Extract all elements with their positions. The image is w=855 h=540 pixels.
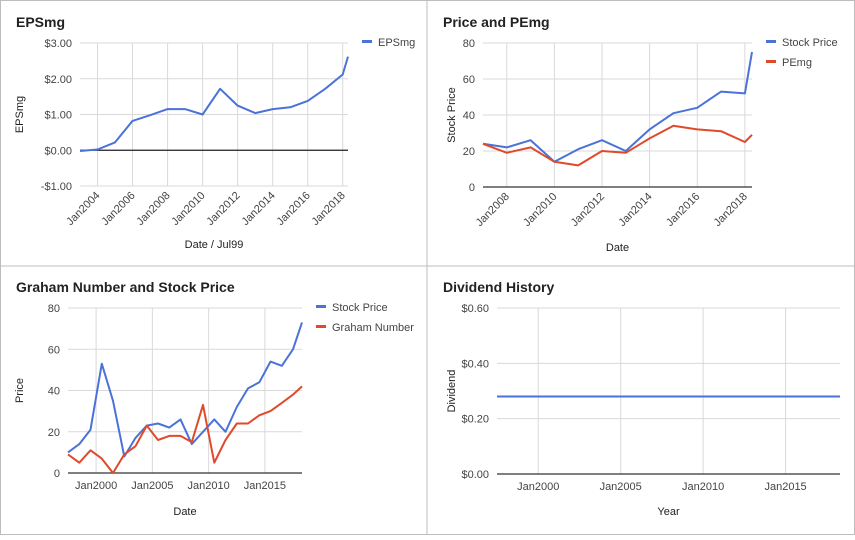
legend-label: Stock Price [782,37,838,49]
x-tick-label: Jan2004 [64,190,102,228]
x-axis-title: Year [657,506,680,518]
x-tick-label: Jan2008 [474,191,512,229]
series-line-graham-number [67,385,303,474]
y-tick-label: $0.40 [461,358,489,370]
legend-swatch [362,40,372,43]
y-tick-label: 0 [54,468,60,480]
chart-title: Price and PEmg [443,14,550,30]
series-line-epsmg [79,56,349,152]
x-tick-label: Jan2012 [569,191,607,229]
y-tick-label: 20 [48,427,60,439]
x-tick-label: Jan2000 [75,480,117,492]
series-line-stock-price [67,322,303,458]
legend-label: Stock Price [332,302,388,314]
x-tick-label: Jan2015 [244,480,286,492]
legend-swatch [316,325,326,328]
y-axis-title: EPSmg [14,96,26,133]
x-tick-label: Jan2010 [169,190,207,228]
y-axis-title: Price [14,378,26,403]
y-tick-label: 0 [469,182,475,194]
x-tick-label: Jan2012 [204,190,242,228]
chart-title: Graham Number and Stock Price [16,279,235,295]
chart-panel-graham: Graham Number and Stock Price 80 60 40 20 0 Ja… [14,279,414,518]
y-axis-title: Dividend [446,370,458,413]
x-tick-label: Jan2010 [188,480,230,492]
x-tick-label: Jan2016 [274,190,312,228]
x-tick-label: Jan2000 [517,481,559,493]
y-tick-label: 80 [48,303,60,315]
x-tick-label: Jan2014 [239,190,277,228]
y-tick-label: 60 [463,74,475,86]
legend-label: EPSmg [378,37,415,49]
y-tick-label: $3.00 [44,38,72,50]
x-tick-label: Jan2014 [616,191,654,229]
x-tick-label: Jan2015 [764,481,806,493]
x-tick-label: Jan2010 [682,481,724,493]
y-tick-label: 40 [48,386,60,398]
legend-swatch [766,60,776,63]
chart-panel-eps: EPSmg$3.00$2.00$1.00$0.00-$1.00Jan2004Ja… [14,14,415,251]
y-tick-label: $0.20 [461,414,489,426]
x-tick-label: Jan2008 [134,190,172,228]
x-tick-label: Jan2010 [521,191,559,229]
x-tick-label: Jan2005 [131,480,173,492]
y-axis-title: Stock Price [446,87,458,143]
y-tick-label: $0.00 [461,469,489,481]
legend-swatch [766,40,776,43]
x-tick-label: Jan2006 [99,190,137,228]
y-tick-label: $0.00 [44,145,72,157]
x-axis-title: Date [606,242,629,254]
series-line-stock-price [482,51,753,163]
legend-label: PEmg [782,57,812,69]
legend-swatch [316,305,326,308]
x-tick-label: Jan2016 [664,191,702,229]
y-tick-label: $0.60 [461,303,489,315]
chart-title: Dividend History [443,279,554,295]
chart-panel-div: Dividend History $0.60 $0.40 $0.20 $0.00 Jan2… [443,279,840,518]
y-tick-label: 80 [463,38,475,50]
x-tick-label: Jan2018 [310,190,348,228]
y-tick-label: $1.00 [44,110,72,122]
y-tick-label: -$1.00 [41,181,72,193]
x-tick-label: Jan2018 [712,191,750,229]
y-tick-label: $2.00 [44,74,72,86]
y-tick-label: 40 [463,110,475,122]
y-tick-label: 60 [48,344,60,356]
x-axis-title: Date / Jul99 [185,239,244,251]
y-tick-label: 20 [463,146,475,158]
x-tick-label: Jan2005 [600,481,642,493]
legend-label: Graham Number [332,322,414,334]
chart-title: EPSmg [16,14,65,30]
series-line-pemg [482,124,753,167]
x-axis-title: Date [173,506,196,518]
